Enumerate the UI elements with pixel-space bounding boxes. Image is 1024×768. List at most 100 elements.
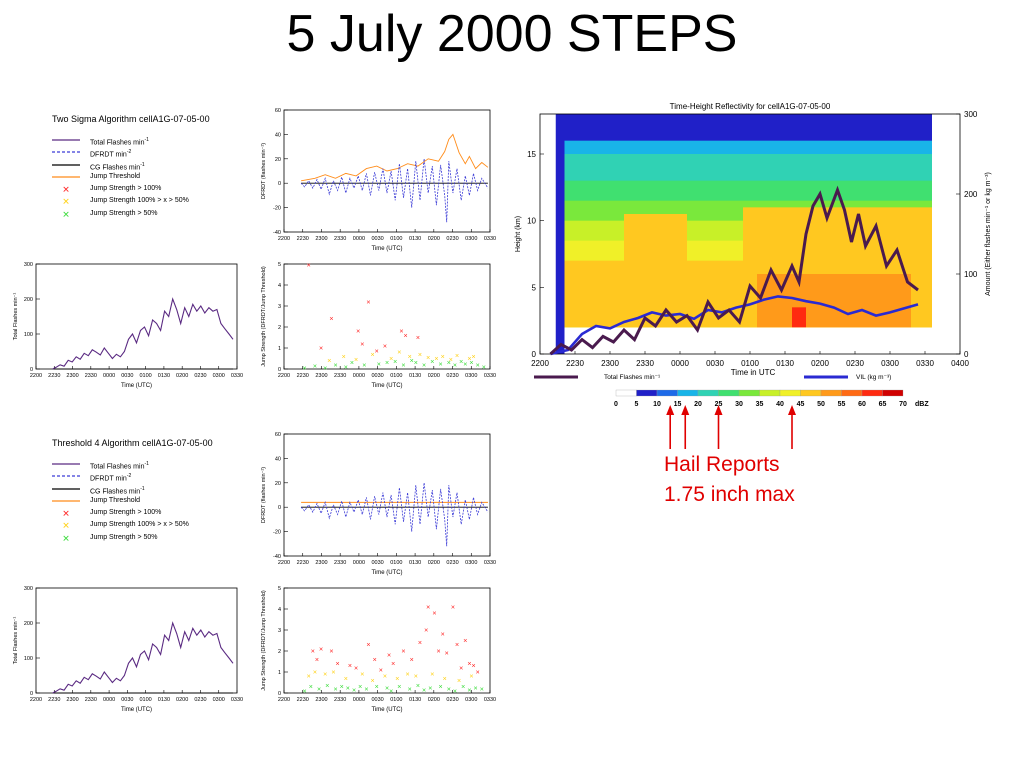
x-tick-label: 2300	[315, 236, 327, 242]
x-tick-label: 2200	[30, 373, 42, 379]
y-right-tick-label: 0	[964, 350, 969, 359]
plot-frame	[35, 587, 238, 694]
legend-swatch: ✕	[62, 509, 70, 519]
jump-point-strong: ✕	[424, 628, 429, 634]
x-tick-label: 0130	[409, 697, 421, 703]
jump-point-medium: ✕	[457, 678, 462, 684]
echo-column	[555, 114, 565, 354]
x-tick-label: 0100	[140, 373, 152, 379]
colorbar-cell	[615, 389, 637, 397]
legend-swatch: ✕	[62, 521, 70, 531]
legend-swatch	[52, 487, 80, 490]
jump-point-weak: ✕	[473, 686, 478, 692]
jump-point-weak: ✕	[313, 364, 318, 370]
y-tick-label: 100	[24, 656, 33, 662]
legend-label: DFRDT min-2	[90, 473, 132, 483]
x-tick-label: 2200	[278, 373, 290, 379]
jump-point-strong: ✕	[409, 657, 414, 663]
x-tick-label: 0030	[372, 560, 384, 566]
jump-point-weak: ✕	[475, 363, 480, 369]
colorbar-cell	[718, 389, 740, 397]
x-tick-label: 0030	[706, 359, 724, 368]
jump-point-strong: ✕	[426, 605, 431, 611]
jump-point-medium: ✕	[383, 674, 388, 680]
legend-label-exponent: -2	[126, 473, 132, 480]
y-tick-label: 3	[278, 628, 281, 634]
jump-point-medium: ✕	[370, 678, 375, 684]
legend-swatch	[52, 475, 80, 477]
x-tick-label: 0330	[231, 697, 243, 703]
jump-strength-chart-two-sigma: 0 1 2 3 4 5 2200 2230 2300 2330 0000 0030 0100 0130 02…	[261, 262, 496, 389]
legend-marker: ✕	[62, 197, 70, 207]
jump-point-medium: ✕	[354, 358, 359, 364]
jump-point-medium: ✕	[323, 672, 328, 678]
x-axis-label: Time (UTC)	[121, 707, 152, 713]
jump-point-weak: ✕	[339, 685, 344, 691]
jump-point-medium: ✕	[455, 353, 460, 359]
y-tick-label: 4	[278, 283, 281, 289]
y-right-axis-label: Amount (Either flashes min⁻¹ or kg m⁻³)	[985, 172, 992, 296]
x-tick-label: 0100	[390, 236, 402, 242]
jump-point-weak: ✕	[482, 365, 487, 371]
legend-item: ✕ Jump Strength > 50%	[52, 532, 252, 544]
jump-point-medium: ✕	[434, 357, 439, 363]
jump-point-strong: ✕	[455, 643, 460, 649]
x-tick-label: 2230	[297, 697, 309, 703]
colorbar-cell	[697, 389, 719, 397]
jump-point-strong: ✕	[418, 641, 423, 647]
reflectivity-title: Time-Height Reflectivity for cellA1G-07-…	[670, 102, 831, 111]
jump-point-strong: ✕	[360, 342, 365, 348]
jump-point-weak: ✕	[422, 363, 427, 369]
legend-swatch	[52, 151, 80, 153]
reflectivity-chart: Time-Height Reflectivity for cellA1G-07-…	[515, 102, 992, 408]
jump-point-strong: ✕	[432, 611, 437, 617]
jump-point-weak: ✕	[308, 685, 313, 691]
legend-threshold-4: Total Flashes min-1 DFRDT min-2 CG Flashes…	[52, 458, 252, 544]
colorbar-cell	[820, 389, 842, 397]
colorbar-cell	[882, 389, 904, 397]
jump-point-weak: ✕	[414, 361, 419, 367]
jump-point-weak: ✕	[467, 688, 472, 694]
jump-strength-chart-threshold-4: 0 1 2 3 4 5 2200 2230 2300 2330 0000 0030 0100 0130 02…	[261, 586, 496, 713]
legend-label-exponent: -1	[144, 137, 149, 143]
plot-frame	[283, 433, 491, 557]
jump-point-weak: ✕	[393, 360, 398, 366]
x-tick-label: 0300	[465, 697, 477, 703]
legend-marker: ✕	[62, 185, 70, 195]
y-tick-label: 0	[30, 367, 33, 373]
x-tick-label: 0100	[390, 697, 402, 703]
x-tick-label: 2330	[334, 236, 346, 242]
jump-point-medium: ✕	[449, 358, 454, 364]
legend-swatch	[52, 500, 80, 502]
jump-point-weak: ✕	[407, 687, 412, 693]
y-tick-label: 15	[527, 150, 536, 159]
x-axis-label: Time (UTC)	[371, 246, 402, 252]
legend-label: Jump Threshold	[90, 172, 141, 180]
jump-point-strong: ✕	[354, 666, 359, 672]
x-tick-label: 0300	[465, 373, 477, 379]
legend-marker: ✕	[62, 209, 70, 219]
jump-point-medium: ✕	[306, 674, 311, 680]
legend-item: DFRDT min-2	[52, 146, 252, 159]
y-tick-label: 300	[24, 586, 33, 592]
legend-label: Jump Strength > 100%	[90, 509, 162, 517]
legend-item: DFRDT min-2	[52, 470, 252, 483]
x-tick-label: 0000	[353, 236, 365, 242]
y-axis-label: Jump Strength (DFRDT/Jump Threshold)	[261, 266, 267, 367]
x-tick-label: 2300	[66, 697, 78, 703]
jump-point-medium: ✕	[426, 355, 431, 361]
y-tick-label: 0	[278, 181, 281, 187]
legend-label: DFRDT min-2	[90, 149, 132, 159]
y-tick-label: 4	[278, 607, 281, 613]
legend-marker: ✕	[62, 533, 70, 543]
y-tick-label: 0	[30, 691, 33, 697]
legend-label-exponent: -1	[140, 485, 145, 492]
jump-point-medium: ✕	[341, 354, 346, 360]
jump-point-weak: ✕	[343, 365, 348, 371]
y-tick-label: -40	[273, 554, 281, 560]
legend-item: Total Flashes min-1	[52, 134, 252, 146]
panel-title-threshold-4: Threshold 4 Algorithm cellA1G-07-05-00	[52, 438, 213, 448]
x-tick-label: 2230	[297, 236, 309, 242]
x-tick-label: 2330	[334, 697, 346, 703]
x-axis-label: Time (UTC)	[371, 383, 402, 389]
